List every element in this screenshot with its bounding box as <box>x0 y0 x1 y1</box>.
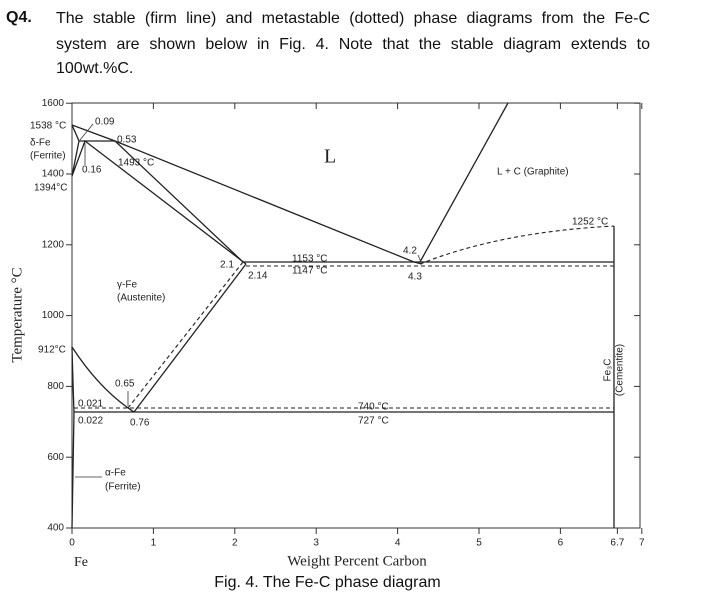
x-origin-label: Fe <box>74 555 88 570</box>
x-tick-label: 3 <box>313 538 319 549</box>
graphite-dotted <box>419 225 615 265</box>
diagram-label: 0.53 <box>117 135 137 146</box>
figure-caption: Fig. 4. The Fe-C phase diagram <box>214 574 441 591</box>
diagram-label: 727 °C <box>358 416 389 427</box>
liquidus <box>114 140 423 265</box>
y-tick-label: 1000 <box>42 310 65 321</box>
diagram-label: (Austenite) <box>117 293 165 304</box>
diagram-label: α-Fe <box>105 468 126 479</box>
diagram-label: 4.3 <box>408 272 422 283</box>
diagram-label: L + C (Graphite) <box>497 167 569 178</box>
x-tick-label: 5 <box>476 538 482 549</box>
y-axis-title: Temperature °C <box>9 267 25 362</box>
diagram-label: 0.65 <box>115 379 135 390</box>
diagram-label: 2.1 <box>220 260 234 271</box>
a3-line <box>71 346 135 413</box>
solvus <box>71 411 75 529</box>
diagram-label: 1394°C <box>34 183 67 194</box>
diagram-label: 0.16 <box>82 165 102 176</box>
acm-dotted <box>127 261 244 409</box>
diagram-label: 0.022 <box>78 416 103 427</box>
diagram-label: 0.09 <box>95 117 115 128</box>
diagram-label: 4.2 <box>403 246 417 257</box>
pointer <box>417 254 422 263</box>
x-tick-label: 6.7 <box>610 538 624 549</box>
diagram-label: 1147 °C <box>292 266 328 277</box>
diagram-label: (Ferrite) <box>30 151 66 162</box>
diagram-label: γ-Fe <box>117 280 137 291</box>
diagram-label: 1493 °C <box>118 158 154 169</box>
graphite-liquidus <box>419 102 509 263</box>
diagram-label: 912°C <box>38 345 66 356</box>
diagram-label: 1538 °C <box>30 121 66 132</box>
question-line: 100wt.%C. <box>56 60 134 77</box>
diagram-label: Fe₃C <box>603 359 614 382</box>
y-tick-label: 400 <box>47 523 64 534</box>
y-tick-label: 1600 <box>42 98 65 109</box>
y-tick-label: 600 <box>47 452 64 463</box>
x-tick-label: 7 <box>639 538 645 549</box>
x-axis-title: Weight Percent Carbon <box>287 553 427 569</box>
x-tick-label: 4 <box>395 538 401 549</box>
y-tick-label: 1200 <box>42 239 65 250</box>
diagram-label: 1153 °C <box>292 254 328 265</box>
question-line: The stable (firm line) and metastable (d… <box>56 10 650 27</box>
diagram-label: 740 °C <box>358 402 389 413</box>
question-line: system are shown below in Fig. 4. Note t… <box>56 36 650 53</box>
diagram-label: L <box>324 146 336 168</box>
diagram-label: 0.76 <box>130 418 150 429</box>
diagram-label: (Cementite) <box>615 344 626 396</box>
diagram-label: 0.021 <box>78 399 103 410</box>
y-tick-label: 1400 <box>42 169 65 180</box>
diagram-label: (Ferrite) <box>105 482 141 493</box>
alpha-boundary <box>71 346 75 413</box>
diagram-label: 2.14 <box>248 271 268 282</box>
x-tick-label: 6 <box>558 538 564 549</box>
solidus <box>71 139 247 265</box>
diagram-label: 1252 °C <box>572 217 608 228</box>
x-tick-label: 0 <box>69 538 75 549</box>
y-tick-label: 800 <box>47 381 64 392</box>
diagram-label: δ-Fe <box>30 138 51 149</box>
x-tick-label: 2 <box>232 538 238 549</box>
question-number: Q4. <box>6 9 32 26</box>
pointer <box>79 123 94 141</box>
x-tick-label: 1 <box>151 538 157 549</box>
acm-line <box>133 263 247 413</box>
